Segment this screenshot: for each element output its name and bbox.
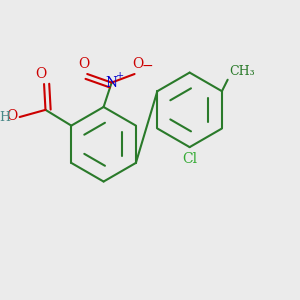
Text: O: O xyxy=(78,57,89,70)
Text: CH₃: CH₃ xyxy=(229,65,255,78)
Text: O: O xyxy=(132,57,143,70)
Text: N: N xyxy=(106,76,118,90)
Text: O: O xyxy=(6,109,17,123)
Text: +: + xyxy=(116,71,124,80)
Text: −: − xyxy=(142,59,153,73)
Text: O: O xyxy=(35,67,46,81)
Text: H: H xyxy=(0,111,10,124)
Text: Cl: Cl xyxy=(182,152,197,166)
